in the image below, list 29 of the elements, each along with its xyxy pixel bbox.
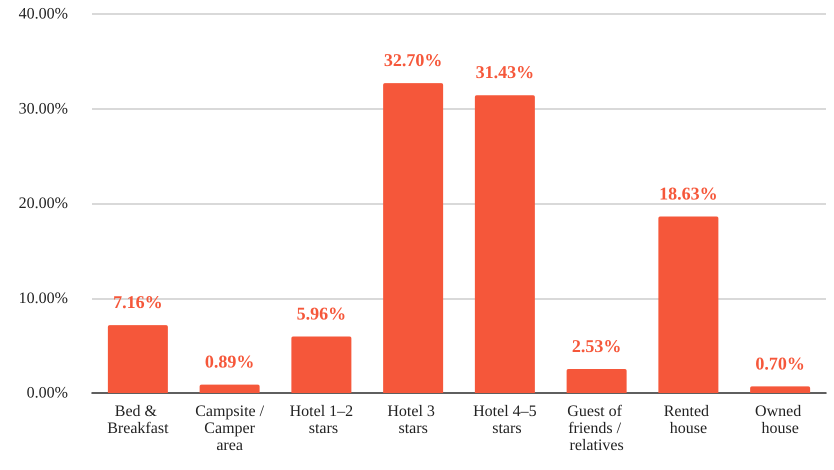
x-tick-label: Rented house [664, 403, 714, 437]
x-tick-label: Guest of friends / relatives [567, 403, 626, 454]
y-tick-label: 10.00% [18, 290, 68, 307]
x-tick-label: Bed & Breakfast [107, 403, 170, 437]
bar [291, 336, 352, 393]
bar [566, 369, 627, 393]
data-label: 0.70% [755, 353, 805, 374]
bar [474, 95, 535, 393]
data-label: 0.89% [204, 352, 254, 372]
y-tick-label: 30.00% [18, 100, 68, 118]
y-tick-label: 20.00% [18, 195, 68, 212]
data-label: 7.16% [113, 292, 163, 312]
y-tick-label: 40.00% [18, 6, 68, 22]
data-label: 32.70% [384, 50, 442, 70]
bar [750, 386, 810, 393]
data-label: 2.53% [572, 336, 622, 356]
bar [658, 216, 718, 393]
data-label: 5.96% [296, 304, 346, 324]
data-label: 18.63% [659, 183, 718, 204]
y-tick-label: 0.00% [26, 384, 68, 402]
bar [200, 384, 260, 393]
data-label: 31.43% [476, 62, 534, 82]
x-tick-label: Hotel 3 stars [387, 403, 439, 437]
x-tick-label: Owned house [755, 403, 806, 437]
bar [108, 325, 168, 393]
x-tick-label: Campsite / Camper area [195, 403, 265, 454]
x-tick-label: Hotel 1–2 stars [290, 403, 354, 437]
x-tick-label: Hotel 4–5 stars [473, 403, 537, 437]
bar [383, 83, 444, 393]
